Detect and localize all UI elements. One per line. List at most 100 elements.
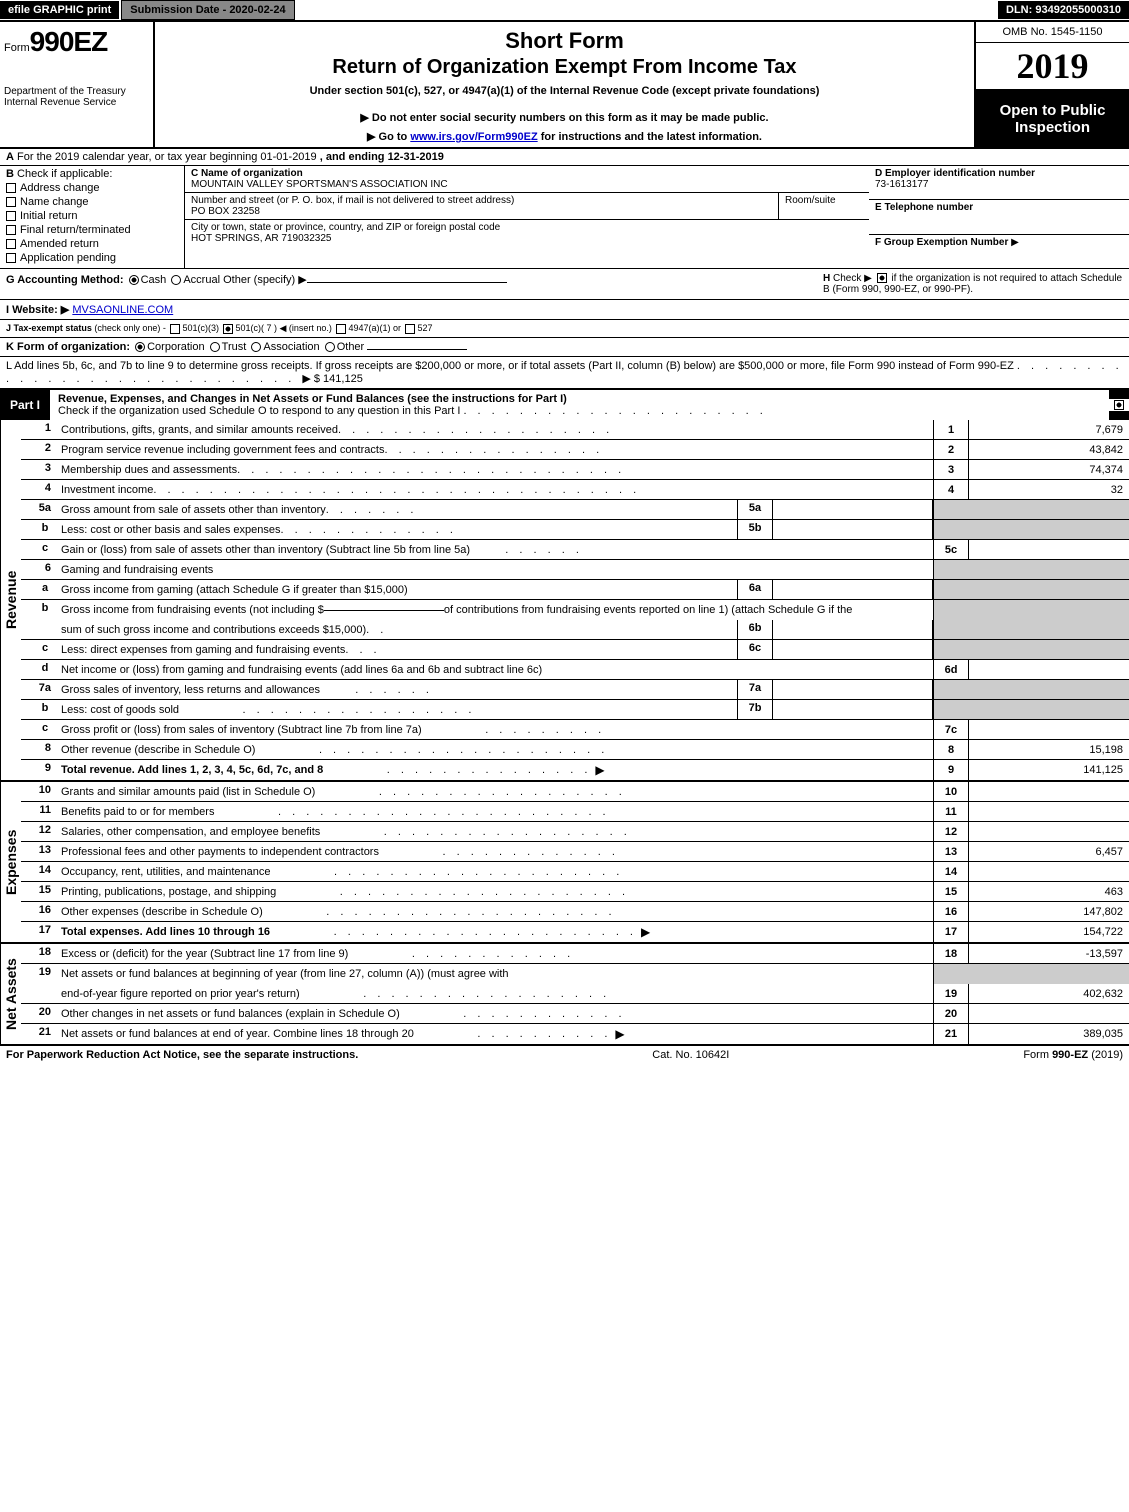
val-7c <box>969 720 1129 739</box>
ln-8: 8 <box>21 740 57 759</box>
mn-7a: 7a <box>737 680 773 699</box>
ln-7a: 7a <box>21 680 57 699</box>
cn-17: 17 <box>933 922 969 942</box>
f-label: F Group Exemption Number <box>875 237 1008 248</box>
shade-6c <box>933 640 1129 659</box>
shade-6a <box>933 580 1129 599</box>
radio-cash[interactable] <box>129 275 139 285</box>
part1-header: Part I Revenue, Expenses, and Changes in… <box>0 389 1129 420</box>
page-footer: For Paperwork Reduction Act Notice, see … <box>0 1046 1129 1064</box>
chk-amended-return[interactable]: Amended return <box>6 238 178 250</box>
chk-name-change[interactable]: Name change <box>6 196 178 208</box>
section-a: A For the 2019 calendar year, or tax yea… <box>0 149 1129 166</box>
a-text: For the 2019 calendar year, or tax year … <box>17 151 317 163</box>
ln-1: 1 <box>21 420 57 439</box>
g-block: G Accounting Method: Cash Accrual Other … <box>6 273 823 295</box>
chk-final-return-label: Final return/terminated <box>20 224 131 236</box>
ln-6b: b <box>21 600 57 620</box>
k-assoc-radio[interactable] <box>251 342 261 352</box>
l-arrow: ▶ $ 141,125 <box>302 373 362 385</box>
website-link[interactable]: MVSAONLINE.COM <box>72 304 173 316</box>
desc-2: Program service revenue including govern… <box>57 440 933 459</box>
shade-7b <box>933 700 1129 719</box>
j-501c3-box[interactable] <box>170 324 180 334</box>
room-label: Room/suite <box>785 195 863 206</box>
expenses-body: 10 Grants and similar amounts paid (list… <box>21 782 1129 942</box>
title-short-form: Short Form <box>163 28 966 54</box>
desc-6c: Less: direct expenses from gaming and fu… <box>57 640 737 659</box>
mv-7a <box>773 680 933 699</box>
form-prefix: Form <box>4 42 30 54</box>
radio-accrual[interactable] <box>171 275 181 285</box>
mv-5a <box>773 500 933 519</box>
i-label: I Website: ▶ <box>6 304 69 316</box>
desc-16: Other expenses (describe in Schedule O) … <box>57 902 933 921</box>
ln-11: 11 <box>21 802 57 821</box>
d-label: D Employer identification number <box>875 168 1123 179</box>
desc-7b: Less: cost of goods sold . . . . . . . .… <box>57 700 737 719</box>
chk-address-change[interactable]: Address change <box>6 182 178 194</box>
j-527-box[interactable] <box>405 324 415 334</box>
h-checkbox[interactable] <box>877 273 887 283</box>
open-public-l2: Inspection <box>980 119 1125 136</box>
chk-final-return[interactable]: Final return/terminated <box>6 224 178 236</box>
row-7a: 7a Gross sales of inventory, less return… <box>21 680 1129 700</box>
efile-print-button[interactable]: efile GRAPHIC print <box>0 1 121 19</box>
val-10 <box>969 782 1129 801</box>
desc-4: Investment income . . . . . . . . . . . … <box>57 480 933 499</box>
row-3: 3 Membership dues and assessments . . . … <box>21 460 1129 480</box>
k-o1: Corporation <box>147 341 204 353</box>
k-trust-radio[interactable] <box>210 342 220 352</box>
side-revenue: Revenue <box>0 420 21 780</box>
j-501c7-box[interactable] <box>223 324 233 334</box>
ln-2: 2 <box>21 440 57 459</box>
part1-checkbox[interactable] <box>1109 398 1129 411</box>
j-note: (check only one) - <box>94 323 166 333</box>
tax-year: 2019 <box>976 43 1129 90</box>
row-6c: c Less: direct expenses from gaming and … <box>21 640 1129 660</box>
val-17: 154,722 <box>969 922 1129 942</box>
val-11 <box>969 802 1129 821</box>
j-o2: 501(c)( 7 ) ◀ (insert no.) <box>235 323 331 333</box>
header-right: OMB No. 1545-1150 2019 Open to Public In… <box>974 22 1129 147</box>
val-18: -13,597 <box>969 944 1129 963</box>
val-8: 15,198 <box>969 740 1129 759</box>
c-street-block: Number and street (or P. O. box, if mail… <box>185 193 779 219</box>
chk-application-pending[interactable]: Application pending <box>6 252 178 264</box>
row-gh: G Accounting Method: Cash Accrual Other … <box>0 269 1129 300</box>
ssn-warning: ▶ Do not enter social security numbers o… <box>163 111 966 124</box>
goto-link[interactable]: www.irs.gov/Form990EZ <box>410 131 537 143</box>
6b-amount-input[interactable] <box>324 610 444 611</box>
b-check-if: Check if applicable: <box>17 168 112 180</box>
org-name: MOUNTAIN VALLEY SPORTSMAN'S ASSOCIATION … <box>191 179 863 190</box>
row-6d: d Net income or (loss) from gaming and f… <box>21 660 1129 680</box>
mv-5b <box>773 520 933 539</box>
row-j: J Tax-exempt status (check only one) - 5… <box>0 320 1129 338</box>
f-arrow: ▶ <box>1011 237 1019 248</box>
val-20 <box>969 1004 1129 1023</box>
goto-pre: ▶ Go to <box>367 131 410 143</box>
chk-initial-return[interactable]: Initial return <box>6 210 178 222</box>
desc-15: Printing, publications, postage, and shi… <box>57 882 933 901</box>
k-o3: Association <box>263 341 319 353</box>
row-17: 17 Total expenses. Add lines 10 through … <box>21 922 1129 942</box>
j-4947-box[interactable] <box>336 324 346 334</box>
k-other-radio[interactable] <box>325 342 335 352</box>
open-public-l1: Open to Public <box>980 102 1125 119</box>
k-corp-radio[interactable] <box>135 342 145 352</box>
g-label: G Accounting Method: <box>6 274 124 286</box>
g-other-input[interactable] <box>307 282 507 283</box>
ein-value: 73-1613177 <box>875 179 1123 190</box>
row-k: K Form of organization: Corporation Trus… <box>0 338 1129 357</box>
k-other-input[interactable] <box>367 349 467 350</box>
g-other: Other (specify) ▶ <box>223 274 307 286</box>
form-number: 990EZ <box>30 26 108 57</box>
cn-15: 15 <box>933 882 969 901</box>
ln-9: 9 <box>21 760 57 780</box>
val-19: 402,632 <box>969 984 1129 1003</box>
h-text1: Check ▶ <box>833 273 872 284</box>
cn-7c: 7c <box>933 720 969 739</box>
ln-5c: c <box>21 540 57 559</box>
e-phone-block: E Telephone number <box>869 200 1129 234</box>
a-ending: , and ending 12-31-2019 <box>320 151 444 163</box>
